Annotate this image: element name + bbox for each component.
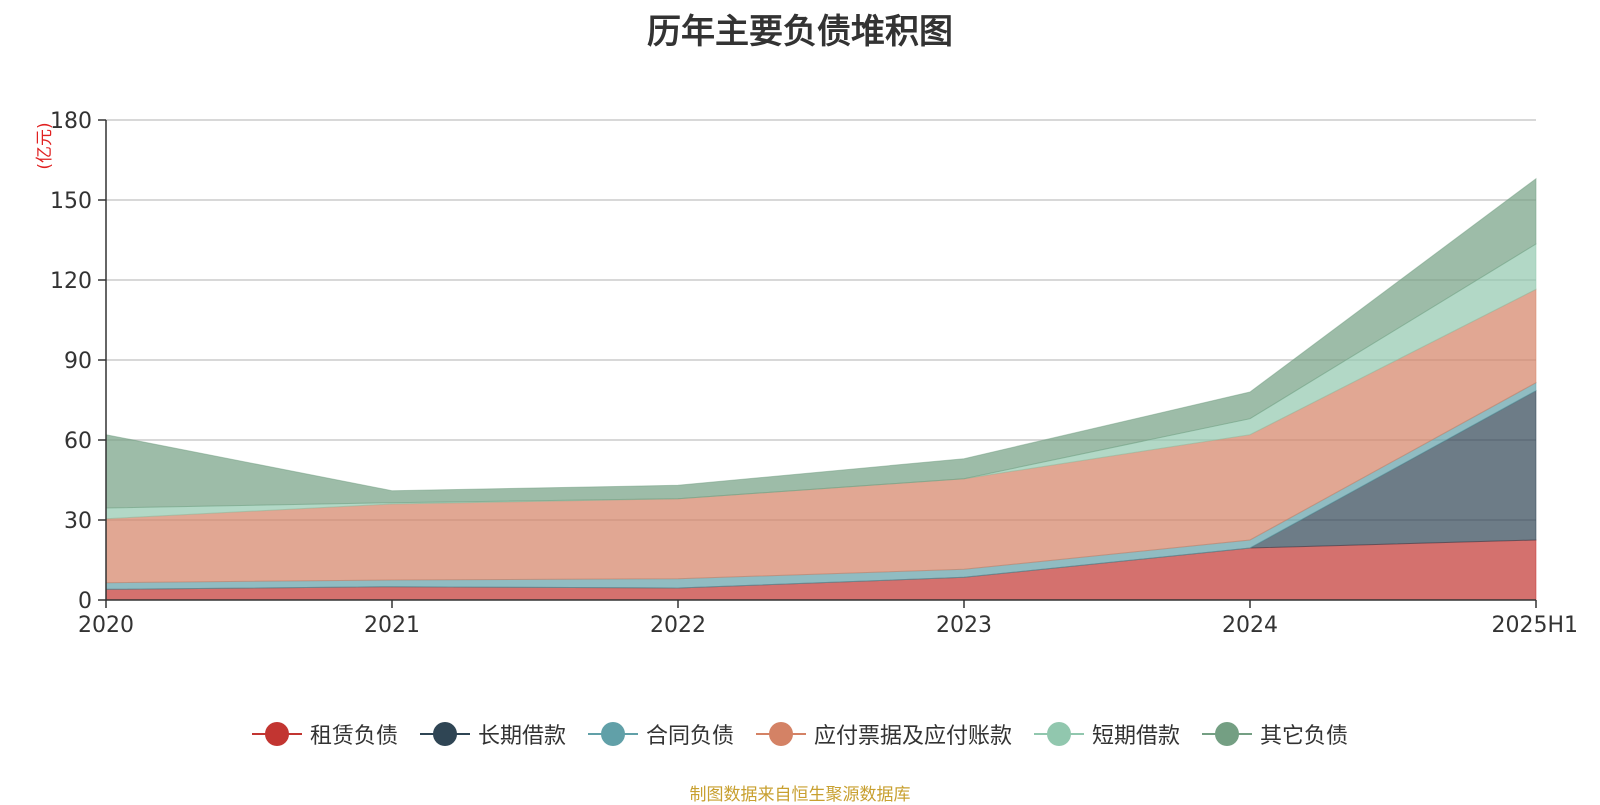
source-note: 制图数据来自恒生聚源数据库 — [689, 785, 911, 805]
legend-item[interactable]: 长期借款 — [419, 718, 566, 750]
legend-dot — [1215, 722, 1240, 746]
x-tick-label: 2023 — [936, 613, 992, 638]
legend-item[interactable]: 应付票据及应付账款 — [756, 718, 1012, 750]
legend-item[interactable]: 租赁负债 — [251, 718, 398, 750]
legend-item[interactable]: 短期借款 — [1034, 718, 1180, 750]
stacked-areas — [105, 177, 1537, 601]
y-tick-label: 150 — [50, 189, 92, 214]
x-tick-label: 2024 — [1222, 613, 1278, 638]
legend-label: 租赁负债 — [309, 724, 398, 749]
y-tick-label: 120 — [50, 269, 92, 294]
x-tick-label: 2025H1 — [1491, 613, 1578, 638]
y-tick-label: 30 — [64, 509, 92, 534]
legend-dot — [432, 722, 457, 746]
legend-label: 长期借款 — [477, 724, 566, 749]
legend: 租赁负债 长期借款 合同负债 应付票据及应付账款 短期借款 其它负债 — [0, 718, 1600, 750]
legend-dot — [264, 722, 289, 746]
legend-marker-icon — [1034, 722, 1085, 746]
legend-label: 应付票据及应付账款 — [814, 724, 1013, 749]
legend-dot — [600, 722, 625, 746]
axes: 0 30 60 90 120 150 180 2020 2021 2022 2023 2024 2025… — [50, 109, 1578, 638]
x-tick-label: 2021 — [364, 613, 420, 638]
x-tick-label: 2020 — [78, 613, 134, 638]
y-tick-label: 180 — [50, 109, 92, 134]
legend-label: 合同负债 — [645, 724, 734, 749]
legend-marker-icon — [587, 722, 638, 746]
legend-marker-icon — [1202, 722, 1253, 746]
legend-item[interactable]: 合同负债 — [587, 718, 734, 750]
y-tick-label: 90 — [64, 349, 92, 374]
x-tick-label: 2022 — [650, 613, 706, 638]
area-series[interactable] — [105, 177, 1537, 509]
legend-marker-icon — [756, 722, 806, 746]
legend-label: 短期借款 — [1092, 724, 1181, 749]
y-tick-label: 60 — [64, 429, 92, 454]
legend-marker-icon — [419, 722, 470, 746]
legend-dot — [769, 722, 793, 746]
legend-label: 其它负债 — [1260, 724, 1349, 749]
y-axis-unit-label: (亿元) — [35, 122, 55, 169]
y-tick-label: 0 — [78, 589, 92, 614]
chart-title: 历年主要负债堆积图 — [647, 12, 953, 52]
legend-marker-icon — [251, 722, 302, 746]
legend-item[interactable]: 其它负债 — [1202, 718, 1348, 750]
legend-dot — [1047, 722, 1072, 746]
